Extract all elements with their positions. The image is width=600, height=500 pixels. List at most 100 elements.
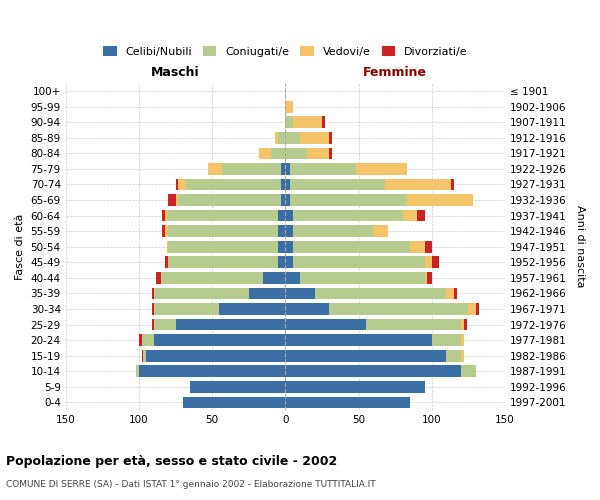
Bar [161, 272, 263, 283]
Bar [286, 350, 446, 362]
Bar [176, 178, 178, 190]
Bar [293, 256, 425, 268]
Bar [139, 334, 142, 346]
Bar [329, 303, 469, 315]
Y-axis label: Fasce di età: Fasce di età [15, 214, 25, 280]
Bar [142, 350, 143, 362]
Bar [190, 381, 286, 392]
Bar [290, 178, 385, 190]
Bar [286, 163, 290, 175]
Bar [186, 178, 281, 190]
Bar [163, 210, 165, 222]
Bar [366, 318, 461, 330]
Bar [293, 210, 403, 222]
Bar [286, 396, 410, 408]
Bar [146, 350, 286, 362]
Bar [446, 350, 461, 362]
Bar [432, 256, 439, 268]
Text: Popolazione per età, sesso e stato civile - 2002: Popolazione per età, sesso e stato civil… [6, 455, 337, 468]
Bar [469, 303, 476, 315]
Bar [286, 303, 329, 315]
Bar [286, 366, 461, 377]
Bar [178, 178, 186, 190]
Bar [286, 148, 307, 159]
Bar [165, 226, 168, 237]
Bar [373, 226, 388, 237]
Bar [300, 272, 425, 283]
Bar [461, 366, 476, 377]
Bar [432, 334, 461, 346]
Bar [278, 132, 286, 143]
Bar [417, 210, 425, 222]
Bar [322, 116, 325, 128]
Bar [281, 163, 286, 175]
Bar [451, 178, 454, 190]
Bar [271, 148, 286, 159]
Bar [154, 303, 220, 315]
Bar [152, 288, 154, 300]
Bar [461, 318, 464, 330]
Bar [286, 226, 293, 237]
Bar [425, 272, 427, 283]
Bar [293, 241, 410, 252]
Bar [427, 272, 432, 283]
Bar [167, 241, 168, 252]
Bar [446, 288, 454, 300]
Bar [168, 241, 278, 252]
Bar [165, 256, 168, 268]
Bar [168, 226, 278, 237]
Bar [307, 148, 329, 159]
Bar [263, 272, 286, 283]
Bar [139, 366, 286, 377]
Bar [329, 148, 332, 159]
Bar [464, 318, 467, 330]
Bar [259, 148, 271, 159]
Bar [290, 194, 407, 206]
Bar [163, 226, 165, 237]
Bar [275, 132, 278, 143]
Bar [286, 194, 290, 206]
Bar [152, 303, 154, 315]
Bar [286, 334, 432, 346]
Bar [403, 210, 417, 222]
Bar [249, 288, 286, 300]
Bar [356, 163, 407, 175]
Bar [152, 318, 154, 330]
Bar [286, 101, 293, 112]
Bar [281, 178, 286, 190]
Bar [410, 241, 425, 252]
Bar [154, 334, 286, 346]
Y-axis label: Anni di nascita: Anni di nascita [575, 206, 585, 288]
Bar [168, 210, 278, 222]
Bar [461, 334, 464, 346]
Legend: Celibi/Nubili, Coniugati/e, Vedovi/e, Divorziati/e: Celibi/Nubili, Coniugati/e, Vedovi/e, Di… [100, 43, 471, 60]
Bar [183, 396, 286, 408]
Bar [176, 194, 178, 206]
Bar [178, 194, 281, 206]
Bar [286, 381, 425, 392]
Bar [136, 366, 139, 377]
Text: Femmine: Femmine [363, 66, 427, 78]
Bar [168, 194, 176, 206]
Bar [385, 178, 451, 190]
Bar [461, 350, 464, 362]
Bar [281, 194, 286, 206]
Bar [286, 288, 314, 300]
Bar [278, 256, 286, 268]
Bar [300, 132, 329, 143]
Bar [476, 303, 479, 315]
Bar [286, 241, 293, 252]
Bar [314, 288, 446, 300]
Bar [278, 226, 286, 237]
Bar [286, 116, 293, 128]
Bar [286, 318, 366, 330]
Bar [220, 303, 286, 315]
Text: Maschi: Maschi [151, 66, 200, 78]
Bar [165, 210, 168, 222]
Bar [293, 116, 322, 128]
Bar [208, 163, 223, 175]
Bar [278, 241, 286, 252]
Bar [143, 350, 146, 362]
Bar [425, 256, 432, 268]
Bar [223, 163, 281, 175]
